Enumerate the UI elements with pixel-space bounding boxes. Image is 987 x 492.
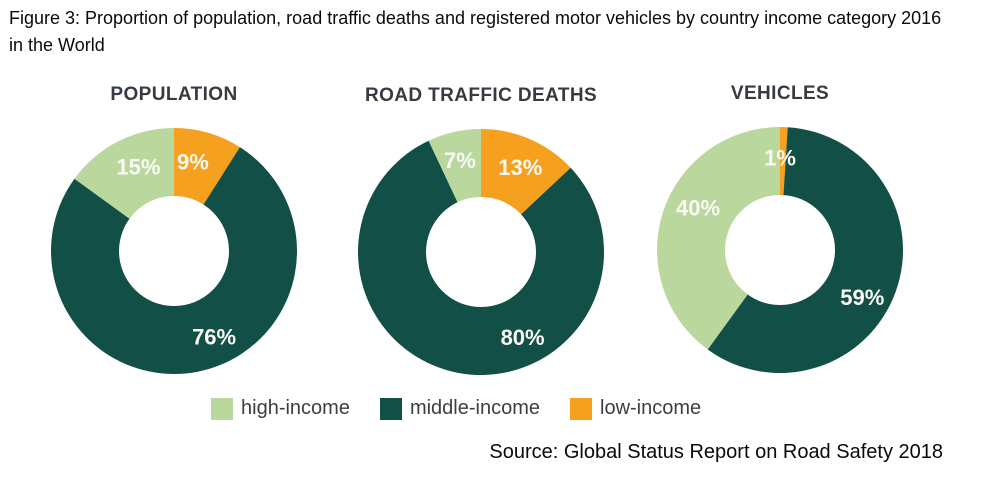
high-income-swatch-icon bbox=[211, 397, 233, 420]
slice-value-label-middle-income: 80% bbox=[501, 325, 545, 350]
slice-value-label-high-income: 40% bbox=[676, 196, 720, 221]
slice-value-label-low-income: 1% bbox=[764, 146, 796, 171]
chart-population: POPULATION 9% 76% 15% bbox=[49, 84, 299, 376]
low-income-swatch-icon bbox=[570, 397, 593, 420]
slice-value-label-high-income: 7% bbox=[444, 148, 476, 173]
slice-value-label-middle-income: 76% bbox=[192, 325, 236, 350]
chart-vehicles: VEHICLES 1% 59% 40% bbox=[655, 83, 905, 375]
figure-caption: Figure 3: Proportion of population, road… bbox=[9, 8, 942, 55]
legend-label-low-income: low-income bbox=[600, 397, 702, 419]
population-donut-chart: 9% 76% 15% bbox=[50, 128, 297, 374]
donut-hole bbox=[725, 195, 835, 305]
slice-value-label-low-income: 13% bbox=[498, 155, 542, 180]
slice-value-label-middle-income: 59% bbox=[840, 285, 884, 310]
chart-title-population: POPULATION bbox=[110, 84, 238, 105]
chart-title-road-traffic-deaths: ROAD TRAFFIC DEATHS bbox=[364, 85, 598, 106]
legend-label-middle-income: middle-income bbox=[409, 397, 541, 419]
legend-item-high-income: high-income bbox=[211, 397, 350, 420]
slice-value-label-low-income: 9% bbox=[177, 150, 209, 175]
donut-hole bbox=[119, 196, 229, 306]
donut-slice-high-income bbox=[656, 127, 780, 350]
chart-road-traffic-deaths: ROAD TRAFFIC DEATHS 13% 80% 7% bbox=[356, 85, 606, 377]
vehicles-donut-chart: 1% 59% 40% bbox=[656, 126, 903, 373]
chart-title-vehicles: VEHICLES bbox=[730, 83, 830, 104]
road-traffic-deaths-donut-chart: 13% 80% 7% bbox=[358, 129, 605, 376]
legend-label-high-income: high-income bbox=[241, 397, 350, 419]
legend-item-low-income: low-income bbox=[570, 397, 701, 420]
middle-income-swatch-icon bbox=[379, 397, 402, 420]
donut-hole bbox=[426, 197, 536, 307]
legend-item-middle-income: middle-income bbox=[379, 397, 541, 420]
legend: high-income middle-income low-income bbox=[211, 397, 701, 420]
source-note: Source: Global Status Report on Road Saf… bbox=[489, 441, 943, 463]
slice-value-label-high-income: 15% bbox=[116, 155, 160, 180]
